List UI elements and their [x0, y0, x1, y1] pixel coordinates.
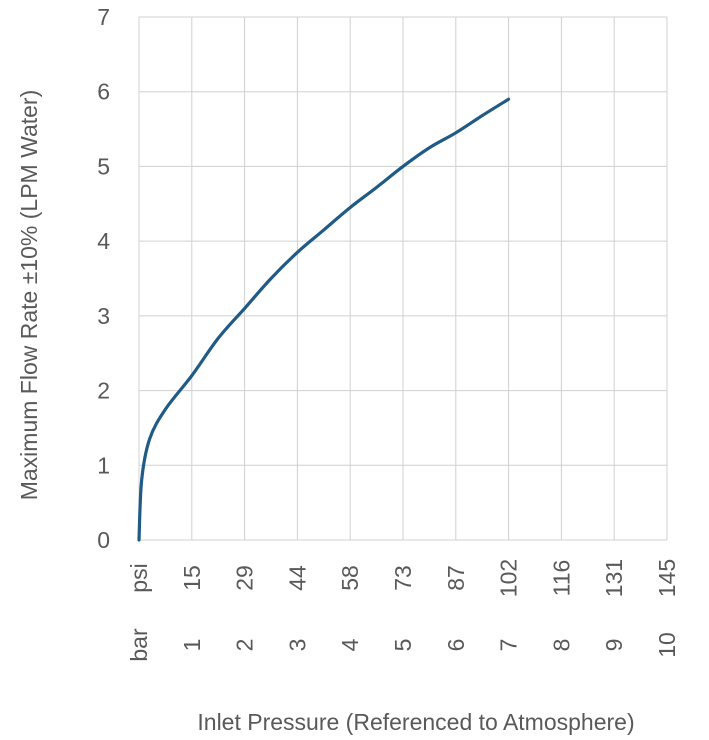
bar-tick-label: 9: [601, 639, 627, 652]
psi-tick-label: 44: [284, 565, 310, 591]
bar-tick-label: 5: [390, 639, 416, 652]
y-tick-label: 6: [97, 79, 110, 105]
bar-tick-label: 8: [548, 639, 574, 652]
bar-tick-label: 6: [443, 639, 469, 652]
y-tick-label: 1: [97, 452, 110, 478]
y-tick-label: 0: [97, 527, 110, 553]
bar-tick-label: 7: [496, 639, 522, 652]
y-tick-label: 2: [97, 378, 110, 404]
psi-tick-label: 87: [443, 565, 469, 591]
psi-tick-label: 131: [601, 559, 627, 597]
y-axis-ticks: 0 1 2 3 4 5 6 7: [97, 4, 110, 553]
grid: [138, 16, 668, 541]
flow-rate-curve: [137, 97, 511, 542]
psi-unit-label: psi: [126, 563, 152, 592]
psi-tick-label: 116: [548, 560, 574, 597]
x-axis-title: Inlet Pressure (Referenced to Atmosphere…: [197, 709, 634, 735]
y-axis-title: Maximum Flow Rate ±10% (LPM Water): [16, 90, 42, 501]
bar-tick-label: 4: [337, 638, 363, 651]
y-tick-label: 5: [97, 153, 110, 179]
psi-tick-label: 145: [654, 559, 680, 597]
bar-tick-label: 1: [179, 639, 205, 652]
y-tick-label: 3: [97, 303, 110, 329]
series-layer: [137, 97, 511, 542]
psi-tick-label: 58: [337, 565, 363, 591]
psi-tick-label: 73: [390, 565, 416, 591]
y-tick-label: 7: [97, 4, 110, 30]
psi-tick-label: 29: [232, 565, 258, 591]
bar-tick-label: 2: [232, 639, 258, 652]
psi-tick-label: 102: [496, 559, 522, 597]
x-axis-ticks: psi 15 29 44 58 73 87 102 116 131 145 bar 1 2 3 4 5 6 7 8 9 1…: [126, 559, 680, 662]
bar-unit-label: bar: [126, 628, 152, 662]
bar-tick-label: 3: [284, 639, 310, 652]
bar-tick-label: 10: [654, 632, 680, 658]
psi-tick-label: 15: [179, 565, 205, 591]
y-tick-label: 4: [97, 228, 110, 254]
